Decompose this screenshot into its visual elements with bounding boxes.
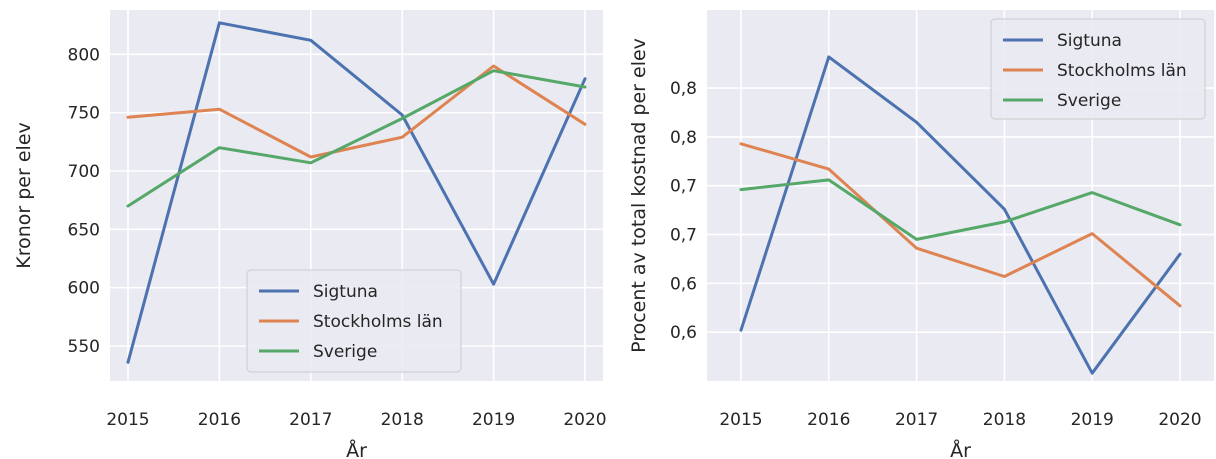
chart-left: 550 600 650 700 750 800 2015 2016 2017 2018 2019 20… — [13, 10, 607, 459]
x-tick-label: 2015 — [719, 410, 762, 430]
y-tick-label: 750 — [68, 104, 100, 124]
x-tick-label: 2016 — [807, 410, 850, 430]
series-line-sverige — [739, 178, 1182, 241]
series-line-stockholms-län — [126, 64, 587, 159]
legend-entry: Sigtuna — [1057, 31, 1122, 51]
y-tick-label: 0,8 — [670, 128, 697, 148]
series-line-sigtuna — [126, 21, 587, 364]
y-tick-label: 550 — [68, 337, 100, 357]
x-tick-label: 2017 — [289, 410, 332, 430]
y-tick-label: 0,7 — [670, 226, 697, 246]
x-tick-label: 2015 — [106, 410, 149, 430]
legend-entry: Sverige — [1057, 91, 1121, 111]
series-line-sigtuna — [739, 55, 1182, 375]
y-tick-label: 700 — [68, 162, 100, 182]
y-axis-label: Procent av total kostnad per elev — [628, 38, 650, 353]
y-tick-label: 0,6 — [670, 323, 697, 343]
x-tick-label: 2017 — [895, 410, 938, 430]
x-tick-label: 2020 — [1158, 410, 1201, 430]
legend-entry: Stockholms län — [313, 312, 443, 332]
chart-right: 0,6 0,6 0,7 0,7 0,8 0,8 2015 2016 2017 2018 2019 20… — [628, 10, 1214, 459]
x-axis-label: År — [950, 439, 971, 459]
y-tick-label: 0,8 — [670, 79, 697, 99]
y-tick-label: 800 — [68, 45, 100, 65]
x-axis-label: År — [346, 439, 367, 459]
legend-entry: Sigtuna — [313, 282, 378, 302]
x-tick-label: 2019 — [472, 410, 515, 430]
series-line-sverige — [126, 69, 587, 208]
x-tick-label: 2018 — [983, 410, 1026, 430]
x-tick-label: 2020 — [563, 410, 606, 430]
series-line-stockholms-län — [739, 142, 1182, 308]
legend-box — [246, 269, 462, 373]
x-tick-label: 2019 — [1071, 410, 1114, 430]
legend: Sigtuna Stockholms län Sverige — [990, 18, 1206, 120]
y-tick-label: 0,6 — [670, 274, 697, 294]
legend-box — [990, 18, 1206, 120]
y-tick-label: 0,7 — [670, 177, 697, 197]
legend-entry: Sverige — [313, 342, 377, 362]
y-tick-label: 600 — [68, 279, 100, 299]
x-tick-label: 2016 — [198, 410, 241, 430]
y-axis-label: Kronor per elev — [13, 122, 35, 269]
legend: Sigtuna Stockholms län Sverige — [246, 269, 462, 373]
legend-entry: Stockholms län — [1057, 61, 1187, 81]
x-tick-label: 2018 — [381, 410, 424, 430]
y-tick-label: 650 — [68, 220, 100, 240]
